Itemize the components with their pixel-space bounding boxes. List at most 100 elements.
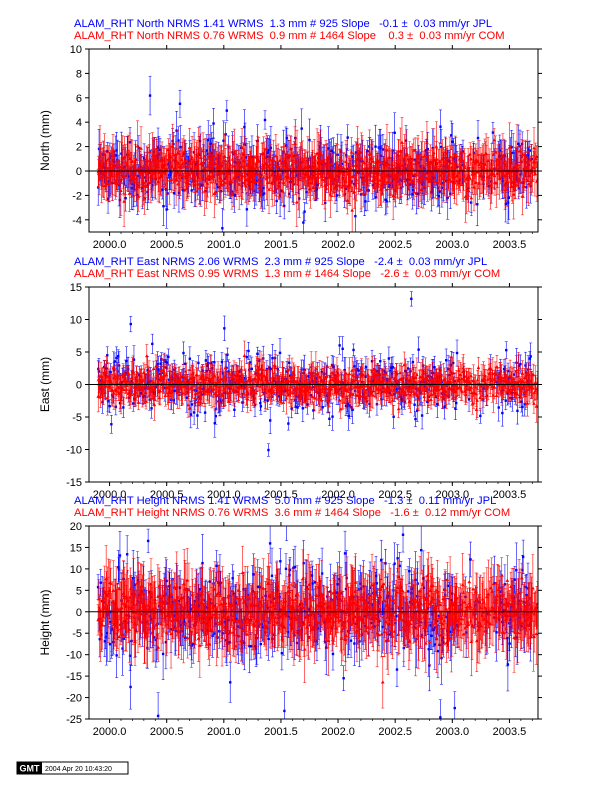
- data-point: [498, 149, 502, 152]
- data-point: [178, 102, 182, 105]
- data-point: [104, 159, 108, 162]
- data-point: [468, 151, 472, 156]
- data-point: [188, 161, 193, 165]
- data-point: [401, 179, 404, 183]
- data-point: [149, 166, 154, 170]
- data-point: [389, 180, 394, 184]
- data-point: [217, 157, 220, 161]
- data-point: [212, 122, 215, 125]
- data-point: [335, 194, 339, 197]
- data-point: [114, 181, 118, 185]
- data-point: [300, 127, 303, 130]
- data-point: [409, 180, 414, 184]
- data-point: [107, 180, 111, 183]
- data-point: [246, 177, 250, 181]
- data-point: [487, 185, 490, 188]
- data-point: [306, 159, 310, 164]
- data-point: [466, 187, 470, 190]
- data-point: [367, 151, 372, 156]
- data-point: [366, 150, 369, 153]
- data-point: [231, 190, 236, 195]
- data-point: [463, 165, 467, 170]
- data-point: [495, 171, 500, 175]
- data-point: [212, 167, 216, 170]
- data-point: [310, 165, 315, 169]
- data-point: [245, 208, 249, 211]
- data-point: [520, 194, 525, 198]
- data-point: [532, 145, 536, 150]
- data-point: [350, 208, 354, 212]
- data-point: [407, 172, 410, 176]
- data-point: [216, 185, 219, 189]
- data-point: [218, 176, 222, 180]
- data-point: [430, 190, 433, 194]
- data-point: [503, 154, 506, 158]
- data-point: [488, 183, 493, 188]
- data-point: [262, 165, 267, 169]
- data-point: [461, 150, 465, 153]
- data-point: [153, 155, 157, 160]
- data-point: [321, 160, 326, 165]
- data-point: [449, 179, 453, 183]
- data-point: [269, 173, 274, 177]
- data-point: [134, 186, 139, 191]
- data-point: [361, 160, 364, 163]
- data-point: [254, 183, 258, 186]
- data-point: [195, 161, 198, 164]
- data-point: [519, 180, 523, 184]
- data-point: [330, 175, 334, 179]
- data-point: [413, 148, 417, 152]
- data-point: [344, 159, 348, 164]
- data-point: [419, 165, 422, 168]
- data-point: [285, 136, 289, 140]
- data-point: [446, 196, 449, 199]
- data-point: [412, 189, 416, 194]
- data-point: [255, 180, 259, 183]
- data-point: [222, 172, 226, 176]
- data-point: [436, 186, 440, 189]
- data-point: [377, 159, 382, 164]
- data-point: [180, 153, 185, 157]
- data-point: [278, 194, 282, 197]
- data-point: [122, 199, 126, 203]
- data-point: [345, 198, 350, 202]
- data-point: [147, 183, 150, 186]
- data-point: [243, 143, 247, 146]
- chart-panel-1: 2000.0 2000.5 2001.0 2001.5 2002.0 2002.5 2003…: [38, 18, 542, 251]
- data-point: [241, 181, 244, 185]
- data-point: [453, 151, 458, 155]
- data-point: [187, 181, 191, 186]
- data-point: [419, 187, 424, 192]
- data-point: [397, 162, 401, 166]
- data-point: [215, 183, 218, 186]
- data-point: [286, 152, 290, 156]
- data-point: [109, 165, 113, 169]
- data-point: [411, 166, 415, 170]
- data-point: [232, 150, 237, 155]
- data-point: [521, 181, 525, 184]
- data-point: [384, 198, 387, 201]
- data-point: [106, 181, 110, 186]
- data-point: [114, 154, 118, 157]
- data-point: [162, 204, 165, 208]
- data-point: [265, 180, 270, 184]
- data-point: [243, 125, 246, 129]
- data-point: [172, 191, 176, 195]
- data-point: [194, 163, 198, 166]
- data-point: [190, 155, 194, 159]
- data-point: [240, 145, 244, 149]
- data-point: [451, 180, 455, 184]
- data-point: [449, 192, 452, 195]
- data-point: [352, 190, 357, 194]
- data-point: [96, 171, 101, 176]
- data-point: [242, 165, 246, 170]
- data-point: [207, 155, 212, 159]
- data-point: [360, 156, 364, 160]
- data-point: [130, 187, 133, 190]
- data-point: [205, 176, 210, 180]
- data-point: [258, 173, 262, 178]
- data-point: [359, 187, 363, 191]
- data-point: [408, 178, 411, 182]
- data-point: [202, 153, 206, 158]
- data-point: [262, 192, 266, 195]
